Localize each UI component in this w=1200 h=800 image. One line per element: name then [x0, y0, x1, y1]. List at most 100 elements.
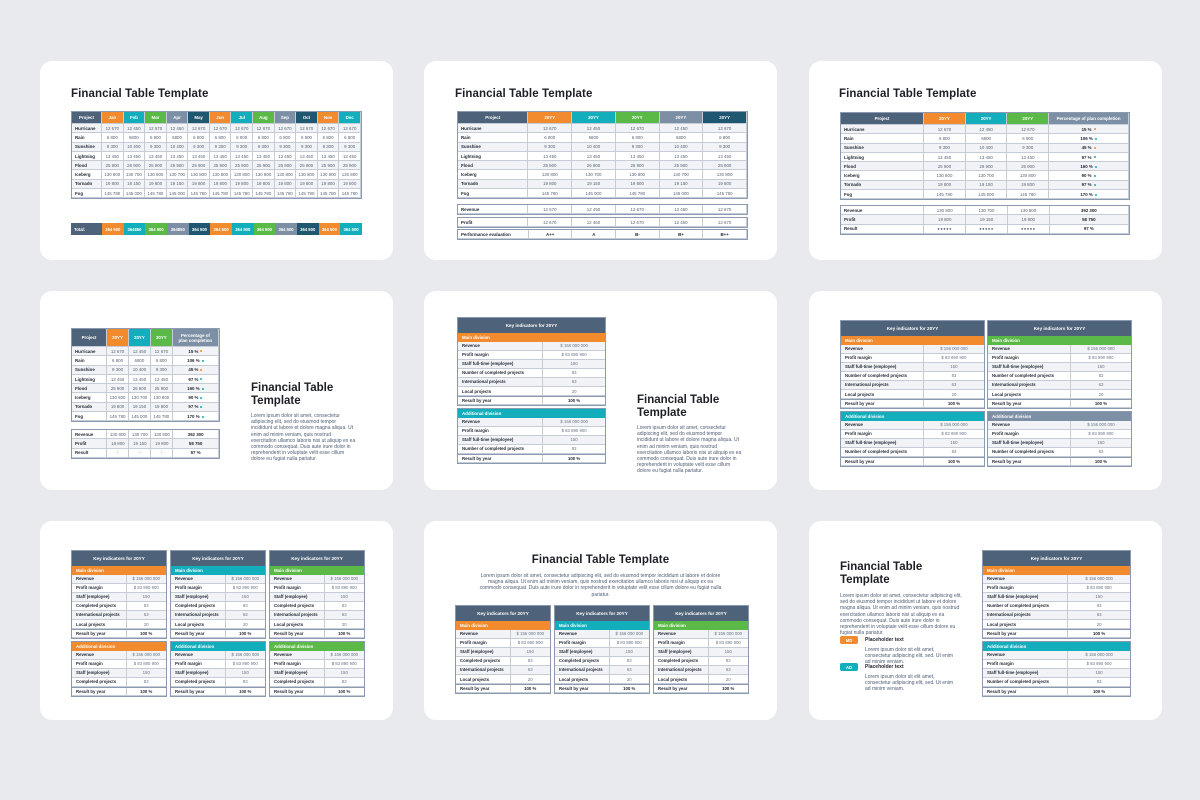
table-cell: 130 800: [317, 170, 340, 180]
slide-thumbnail-key-indicators-text[interactable]: Key indicators for 20YY Main division Reve…: [424, 291, 777, 490]
table-cell: 83: [242, 679, 248, 685]
table-cell: 6800: [965, 134, 1008, 144]
slide-thumbnail-two-key-indicators[interactable]: Key indicators for 20YY Main division Reve…: [809, 291, 1162, 490]
column-header: Project: [72, 329, 108, 347]
row-label: Completed projects: [654, 656, 709, 665]
table-cell: 63: [1098, 382, 1104, 388]
table-cell: 12 670: [102, 124, 124, 134]
slide-title: Financial Table Template: [455, 88, 593, 100]
table-cell: 19 150: [965, 180, 1008, 191]
table-cell: 145 000: [659, 189, 704, 199]
table-cell: 145 000: [572, 189, 616, 199]
description-text: Lorem ipsum dolor sit amet, consectetur …: [251, 413, 356, 463]
table-cell: 9 300: [317, 142, 340, 152]
table-cell: 12 450: [572, 124, 616, 134]
table-cell: 83: [1096, 679, 1102, 685]
completion-cell: 45 %: [1049, 143, 1129, 153]
table-row: Staff (employee) 150: [171, 668, 265, 678]
slide-thumbnail-three-key-indicators[interactable]: Key indicators for 20YY Main division Reve…: [40, 521, 393, 720]
title-line-2: Template: [637, 407, 687, 419]
key-indicators-table-1: Key indicators for 20YY Main division Reve…: [840, 320, 985, 468]
table-row: Rain 6 800 6800 6 800 106 %: [72, 356, 219, 366]
completion-cell: 90 %: [172, 393, 219, 403]
table-cell: $ 156 000 000: [231, 652, 259, 658]
table-cell: 9 300: [231, 142, 254, 152]
row-label: Number of completed projects: [983, 677, 1069, 687]
legend-text-ad: Lorem ipsum dolor sit elit amet, consect…: [865, 674, 954, 693]
table-cell: 9 300: [253, 142, 275, 152]
row-label: Revenue: [841, 344, 924, 353]
table-cell: 12 670: [924, 125, 966, 135]
table-cell: 9 300: [296, 142, 318, 152]
slide-thumbnail-key-indicators-header[interactable]: Financial Table Template Lorem ipsum dol…: [424, 521, 777, 720]
table-cell: 130 800: [296, 170, 318, 180]
total-cell: 364 500: [275, 223, 297, 235]
table-cell: 19 800: [107, 402, 129, 413]
summary-table: Revenue 130 800 130 700 130 800 392 300 Profi…: [840, 205, 1130, 235]
table-cell: 20: [1098, 391, 1104, 397]
table-cell: 26 900: [123, 161, 146, 171]
row-label: Sunshine: [458, 142, 529, 152]
total-cell: 364 500: [231, 223, 254, 235]
column-header: Feb: [123, 112, 146, 124]
column-header: Mar: [145, 112, 167, 124]
table-cell: 20: [242, 621, 248, 627]
table-cell: 6 800: [703, 133, 747, 143]
table-cell: 6 800: [339, 133, 361, 143]
header-row: Project 20YY 20YY 20YY 20YY 20YY: [458, 112, 747, 124]
table-cell: 9 300: [528, 142, 573, 152]
slide-thumbnail-key-indicators-legend[interactable]: Financial Table Template Lorem ipsum dol…: [809, 521, 1162, 720]
slide-thumbnail-plan-completion-text[interactable]: Project 20YY 20YY 20YY Percentage of plan com…: [40, 291, 393, 490]
table-cell: 20: [626, 676, 632, 682]
table-row: Number of completed projects 83: [983, 601, 1130, 611]
table-row: Flood 25 900 26 900 25 900 160 %: [841, 162, 1129, 172]
table-cell: 25 900: [317, 161, 340, 171]
table-cell: 12 670: [274, 124, 297, 134]
key-indicators-table: Key indicators for 20YY Main division Reve…: [457, 317, 606, 465]
row-label: Revenue: [555, 629, 610, 638]
table-cell: 145 780: [296, 189, 318, 199]
row-label: International projects: [72, 610, 127, 619]
revenue-row-table: Revenue 12 670 12 450 12 670 12 450 12 670: [457, 204, 748, 216]
slide-title: Financial Table Template: [839, 88, 977, 100]
table-cell: 25 900: [274, 161, 297, 171]
table-row: Staff full-time (employee) 150: [983, 668, 1130, 678]
trend-up-icon: [200, 406, 203, 409]
slide-thumbnail-monthly-table[interactable]: Financial Table Template Project Jan Feb Ma…: [40, 61, 393, 260]
table-row: Iceberg 130 800 130 700 130 800 130 700 130 8…: [458, 170, 747, 180]
slide-thumbnail-plan-completion[interactable]: Financial Table Template Project 20YY 20YY…: [809, 61, 1162, 260]
row-label: Result by year: [983, 688, 1069, 696]
table-row: International projects 63: [458, 377, 605, 387]
row-label: Revenue: [456, 629, 511, 638]
row-label: Profit margin: [988, 353, 1071, 362]
slide-thumbnail-yearly-table[interactable]: Financial Table Template Project 20YY 20YY…: [424, 61, 777, 260]
row-label: International projects: [555, 665, 610, 674]
completion-cell: 170 %: [1049, 190, 1129, 200]
column-header: 20YY: [703, 112, 747, 124]
row-label: Completed projects: [555, 656, 610, 665]
column-header: 20YY: [965, 113, 1008, 125]
table-cell: 6800: [128, 356, 151, 366]
table-row: Profit margin $ 83 890 900: [72, 659, 166, 669]
row-label: Revenue: [270, 574, 325, 583]
table-row: Profit margin $ 83 890 900: [983, 583, 1130, 593]
table-cell: 83: [725, 658, 731, 664]
table-row: Staff full-time (employee) 150: [841, 438, 984, 448]
row-label: Number of completed projects: [983, 601, 1069, 610]
table-cell: 130 800: [924, 206, 967, 216]
table-cell: A: [572, 230, 617, 240]
table-cell: 150: [241, 670, 249, 676]
additional-division-label: Additional division: [458, 409, 605, 418]
table-cell: 10 400: [166, 142, 189, 152]
table-cell: 25 900: [107, 384, 129, 394]
slide-title: Financial Table Template: [637, 394, 719, 420]
main-division-label: Main division: [456, 621, 550, 630]
total-label: Total:: [71, 223, 102, 235]
table-row: Revenue $ 156 000 000: [171, 574, 265, 584]
table-cell: 100 %: [338, 689, 351, 695]
total-cell: 364 500: [253, 223, 276, 235]
table-cell: 10 400: [659, 142, 704, 152]
row-label: Result by year: [983, 630, 1069, 638]
table-cell: 130 800: [924, 171, 966, 181]
table-cell: 130 800: [145, 170, 167, 180]
